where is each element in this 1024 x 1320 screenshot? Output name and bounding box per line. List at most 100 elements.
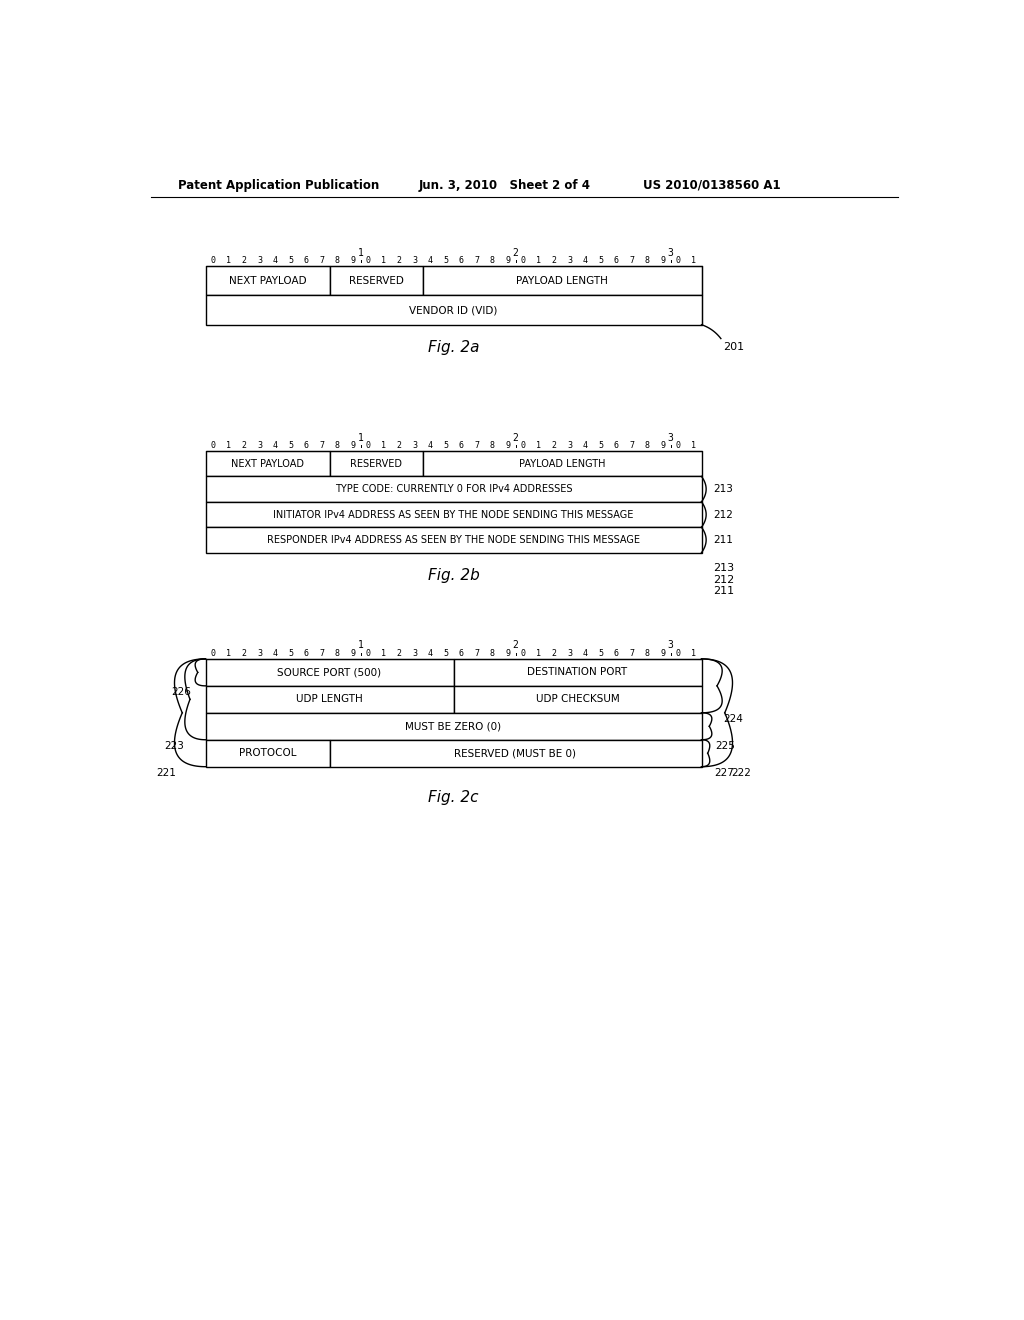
Bar: [454, 659, 701, 686]
Text: 4: 4: [428, 441, 433, 450]
Text: 8: 8: [335, 441, 340, 450]
Text: 201: 201: [723, 342, 744, 351]
Bar: [206, 502, 701, 527]
Text: 226: 226: [172, 688, 191, 697]
Bar: [330, 739, 701, 767]
Text: 3: 3: [413, 256, 417, 265]
Text: 4: 4: [583, 256, 588, 265]
Text: 6: 6: [459, 441, 464, 450]
Text: RESERVED: RESERVED: [350, 459, 402, 469]
Text: 7: 7: [630, 441, 634, 450]
Text: 2: 2: [396, 256, 401, 265]
Text: 9: 9: [660, 441, 666, 450]
Text: 5: 5: [288, 441, 293, 450]
Text: 2: 2: [396, 649, 401, 659]
Text: 9: 9: [660, 649, 666, 659]
Text: 5: 5: [443, 441, 449, 450]
Bar: [206, 713, 701, 739]
Bar: [454, 686, 701, 713]
Text: 3: 3: [413, 649, 417, 659]
Text: 5: 5: [288, 649, 293, 659]
Text: 7: 7: [319, 649, 325, 659]
Text: 0: 0: [211, 256, 216, 265]
Bar: [206, 659, 454, 686]
Text: 9: 9: [350, 256, 355, 265]
Text: 4: 4: [272, 649, 278, 659]
Text: TYPE CODE: CURRENTLY 0 FOR IPv4 ADDRESSES: TYPE CODE: CURRENTLY 0 FOR IPv4 ADDRESSE…: [335, 484, 572, 494]
Text: 1: 1: [537, 256, 542, 265]
Text: 2: 2: [242, 256, 247, 265]
Text: 3: 3: [668, 433, 674, 442]
Text: 4: 4: [428, 256, 433, 265]
Text: 8: 8: [645, 649, 650, 659]
Text: 211: 211: [713, 535, 733, 545]
Text: 9: 9: [505, 441, 510, 450]
Text: PAYLOAD LENGTH: PAYLOAD LENGTH: [519, 459, 605, 469]
Text: 1: 1: [381, 649, 386, 659]
Text: 0: 0: [366, 441, 371, 450]
Text: 2: 2: [552, 649, 557, 659]
Text: 6: 6: [304, 256, 309, 265]
Text: Patent Application Publication: Patent Application Publication: [178, 178, 380, 191]
Text: PAYLOAD LENGTH: PAYLOAD LENGTH: [516, 276, 608, 286]
Text: 9: 9: [660, 256, 666, 265]
Text: 9: 9: [350, 649, 355, 659]
Bar: [206, 267, 330, 296]
Text: 2: 2: [513, 248, 518, 257]
Text: 1: 1: [357, 640, 364, 651]
Text: 7: 7: [474, 441, 479, 450]
Text: 8: 8: [489, 649, 495, 659]
Text: 3: 3: [413, 441, 417, 450]
Text: 4: 4: [583, 649, 588, 659]
Bar: [206, 527, 701, 553]
Text: 1: 1: [537, 649, 542, 659]
Text: 222: 222: [731, 768, 751, 779]
Text: VENDOR ID (VID): VENDOR ID (VID): [410, 305, 498, 315]
Text: 213: 213: [713, 564, 734, 573]
Text: 211: 211: [713, 586, 734, 597]
Text: 225: 225: [716, 742, 735, 751]
Bar: [330, 451, 423, 477]
Text: 3: 3: [257, 441, 262, 450]
Text: RESERVED: RESERVED: [348, 276, 403, 286]
Text: 7: 7: [474, 256, 479, 265]
Bar: [206, 451, 330, 477]
Text: 221: 221: [157, 768, 176, 779]
Text: SOURCE PORT (500): SOURCE PORT (500): [278, 668, 382, 677]
Text: UDP CHECKSUM: UDP CHECKSUM: [536, 694, 620, 705]
Bar: [206, 686, 454, 713]
Text: 1: 1: [381, 441, 386, 450]
Text: 1: 1: [537, 441, 542, 450]
Text: 4: 4: [272, 441, 278, 450]
Text: 0: 0: [366, 256, 371, 265]
Text: MUST BE ZERO (0): MUST BE ZERO (0): [406, 721, 502, 731]
Text: 1: 1: [691, 649, 696, 659]
Text: 8: 8: [335, 649, 340, 659]
Text: Jun. 3, 2010   Sheet 2 of 4: Jun. 3, 2010 Sheet 2 of 4: [419, 178, 591, 191]
Text: NEXT PAYLOAD: NEXT PAYLOAD: [228, 276, 306, 286]
Text: 1: 1: [226, 256, 231, 265]
Text: UDP LENGTH: UDP LENGTH: [296, 694, 362, 705]
Text: PROTOCOL: PROTOCOL: [239, 748, 296, 758]
Text: 9: 9: [505, 649, 510, 659]
Text: INITIATOR IPv4 ADDRESS AS SEEN BY THE NODE SENDING THIS MESSAGE: INITIATOR IPv4 ADDRESS AS SEEN BY THE NO…: [273, 510, 634, 520]
Text: 0: 0: [366, 649, 371, 659]
Text: US 2010/0138560 A1: US 2010/0138560 A1: [643, 178, 781, 191]
Text: 7: 7: [319, 256, 325, 265]
Text: 1: 1: [226, 649, 231, 659]
Text: 212: 212: [713, 574, 734, 585]
Text: 2: 2: [552, 256, 557, 265]
Text: 3: 3: [257, 256, 262, 265]
Text: 213: 213: [713, 484, 733, 494]
Text: 0: 0: [521, 649, 525, 659]
Text: 0: 0: [521, 256, 525, 265]
Text: 5: 5: [598, 256, 603, 265]
Text: 1: 1: [357, 248, 364, 257]
Text: 7: 7: [474, 649, 479, 659]
Bar: [330, 267, 423, 296]
Text: Fig. 2a: Fig. 2a: [428, 341, 479, 355]
Text: 1: 1: [691, 441, 696, 450]
Text: 6: 6: [613, 256, 618, 265]
Text: 7: 7: [319, 441, 325, 450]
Text: 2: 2: [242, 441, 247, 450]
